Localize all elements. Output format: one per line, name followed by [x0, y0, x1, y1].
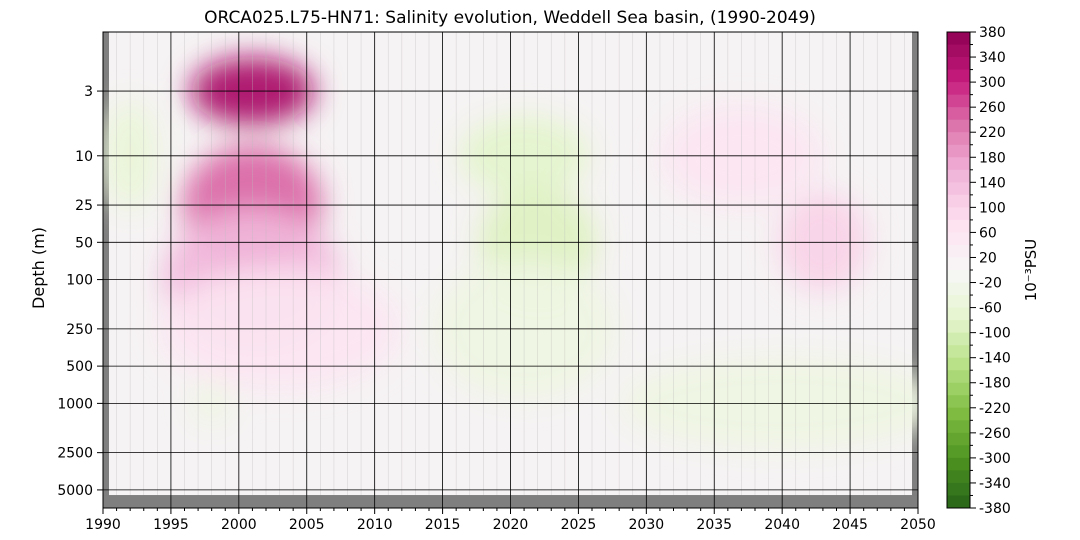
colorbar-tick-label: 60 [979, 225, 997, 241]
colorbar-bin [947, 332, 970, 346]
y-tick-label: 5000 [57, 483, 93, 499]
colorbar-tick-label: -100 [979, 326, 1011, 342]
x-tick-label: 2040 [764, 517, 800, 533]
colorbar-bin [947, 345, 970, 359]
colorbar-bin [947, 457, 970, 471]
colorbar-tick-label: -20 [979, 276, 1002, 292]
x-tick-label: 2030 [629, 517, 665, 533]
colorbar-tick-label: -140 [979, 351, 1011, 367]
colorbar-bin [947, 495, 970, 509]
colorbar-bin [947, 232, 970, 246]
colorbar-bin [947, 320, 970, 334]
y-tick-label: 50 [75, 235, 93, 251]
x-tick-label: 2045 [832, 517, 868, 533]
colorbar-tick-label: 20 [979, 250, 997, 266]
y-tick-label: 1000 [57, 396, 93, 412]
x-tick-label: 2025 [561, 517, 597, 533]
colorbar-bin [947, 69, 970, 83]
colorbar-bin [947, 257, 970, 271]
x-tick-label: 1990 [85, 517, 121, 533]
colorbar-label: 10⁻³PSU [1022, 239, 1040, 302]
colorbar-bin [947, 482, 970, 496]
colorbar-bin [947, 169, 970, 183]
colorbar-tick-label: -380 [979, 501, 1011, 517]
colorbar-bin [947, 144, 970, 158]
colorbar-tick-label: 140 [979, 175, 1006, 191]
colorbar-bin [947, 295, 970, 309]
colorbar-bin [947, 194, 970, 208]
colorbar-tick-label: 380 [979, 25, 1006, 41]
colorbar-bin [947, 420, 970, 434]
colorbar-bin [947, 395, 970, 409]
colorbar-bin [947, 244, 970, 258]
colorbar-bin [947, 282, 970, 296]
x-tick-label: 2005 [289, 517, 325, 533]
colorbar-bin [947, 270, 970, 284]
colorbar-bin [947, 432, 970, 446]
colorbar-tick-label: -260 [979, 426, 1011, 442]
colorbar-bin [947, 307, 970, 321]
colorbar-tick-label: -300 [979, 451, 1011, 467]
colorbar-bin [947, 119, 970, 133]
no-data-band-left [103, 32, 109, 508]
y-tick-label: 100 [66, 273, 93, 289]
colorbar-tick-label: 340 [979, 50, 1006, 66]
colorbar-bin [947, 445, 970, 459]
y-tick-label: 250 [66, 322, 93, 338]
colorbar-tick-label: 180 [979, 150, 1006, 166]
chart-title: ORCA025.L75-HN71: Salinity evolution, We… [204, 8, 816, 28]
colorbar-bin [947, 44, 970, 58]
colorbar-bin [947, 182, 970, 196]
y-tick-label: 500 [66, 359, 93, 375]
colorbar-tick-label: 300 [979, 75, 1006, 91]
colorbar-tick-label: -60 [979, 301, 1002, 317]
x-tick-label: 2000 [221, 517, 257, 533]
colorbar-tick-label: -340 [979, 476, 1011, 492]
colorbar-tick-label: -180 [979, 376, 1011, 392]
colorbar-tick-label: 100 [979, 200, 1006, 216]
x-tick-label: 2015 [425, 517, 461, 533]
colorbar-bin [947, 470, 970, 484]
colorbar-bin [947, 132, 970, 146]
colorbar-bin [947, 207, 970, 221]
y-tick-label: 2500 [57, 446, 93, 462]
colorbar-bin [947, 157, 970, 171]
x-tick-label: 2010 [357, 517, 393, 533]
colorbar-bin [947, 32, 970, 46]
colorbar-bin [947, 407, 970, 421]
no-data-band-right [912, 32, 918, 508]
colorbar-bin [947, 370, 970, 384]
colorbar-tick-label: 220 [979, 125, 1006, 141]
y-tick-label: 25 [75, 198, 93, 214]
colorbar-bin [947, 82, 970, 96]
colorbar-bin [947, 382, 970, 396]
colorbar-tick-label: -220 [979, 401, 1011, 417]
x-tick-label: 2020 [493, 517, 529, 533]
colorbar-bin [947, 94, 970, 108]
y-axis-label: Depth (m) [29, 227, 48, 309]
colorbar-bin [947, 357, 970, 371]
y-tick-label: 10 [75, 149, 93, 165]
x-tick-label: 2050 [900, 517, 936, 533]
colorbar-bin [947, 57, 970, 71]
x-tick-label: 1995 [153, 517, 189, 533]
colorbar-tick-label: 260 [979, 100, 1006, 116]
colorbar-bin [947, 107, 970, 121]
x-tick-label: 2035 [696, 517, 732, 533]
y-tick-label: 3 [84, 84, 93, 100]
colorbar-bin [947, 219, 970, 233]
